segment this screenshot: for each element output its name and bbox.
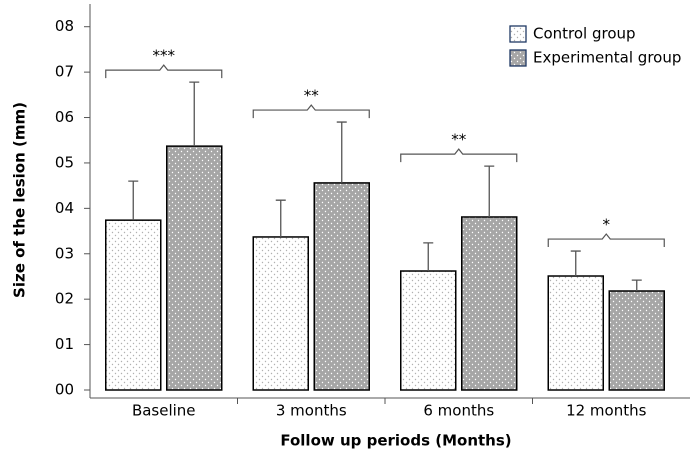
error-bar xyxy=(128,180,139,221)
error-bar xyxy=(484,165,495,217)
x-tick-label: 6 months xyxy=(423,402,494,420)
significance-bracket xyxy=(400,148,518,163)
error-bar xyxy=(570,250,581,277)
bar xyxy=(105,219,162,391)
legend-swatch xyxy=(509,49,527,67)
x-axis-label: Follow up periods (Months) xyxy=(280,432,511,450)
y-tick-label: 03 xyxy=(55,244,74,262)
y-tick-label: 02 xyxy=(55,290,74,308)
y-tick-label: 07 xyxy=(55,63,74,81)
bar xyxy=(166,145,223,391)
y-tick-label: 05 xyxy=(55,153,74,171)
y-tick-label: 08 xyxy=(55,17,74,35)
significance-label: ** xyxy=(304,87,320,105)
bar xyxy=(313,182,370,391)
bar xyxy=(608,290,665,391)
bar xyxy=(547,275,604,391)
y-tick-label: 00 xyxy=(55,381,74,399)
x-tick-label: 3 months xyxy=(276,402,347,420)
error-bar xyxy=(275,199,286,237)
legend-swatch xyxy=(509,25,527,43)
error-bar xyxy=(189,81,200,147)
y-tick-label: 06 xyxy=(55,108,74,126)
error-bar xyxy=(631,279,642,292)
bar xyxy=(400,270,457,391)
significance-bracket xyxy=(252,104,370,119)
y-axis-label: Size of the lesion (mm) xyxy=(11,102,29,298)
y-tick-label: 01 xyxy=(55,335,74,353)
legend-label: Experimental group xyxy=(533,49,681,67)
error-bar xyxy=(336,121,347,183)
bar xyxy=(252,236,309,391)
significance-label: *** xyxy=(153,47,176,65)
legend-label: Control group xyxy=(533,25,636,43)
x-tick-label: 12 months xyxy=(566,402,647,420)
significance-bracket xyxy=(105,64,223,79)
bar xyxy=(461,216,518,391)
error-bar xyxy=(423,242,434,272)
x-tick-label: Baseline xyxy=(132,402,196,420)
significance-bracket xyxy=(547,233,665,248)
y-tick-label: 04 xyxy=(55,199,74,217)
significance-label: * xyxy=(603,216,611,234)
significance-label: ** xyxy=(451,131,467,149)
